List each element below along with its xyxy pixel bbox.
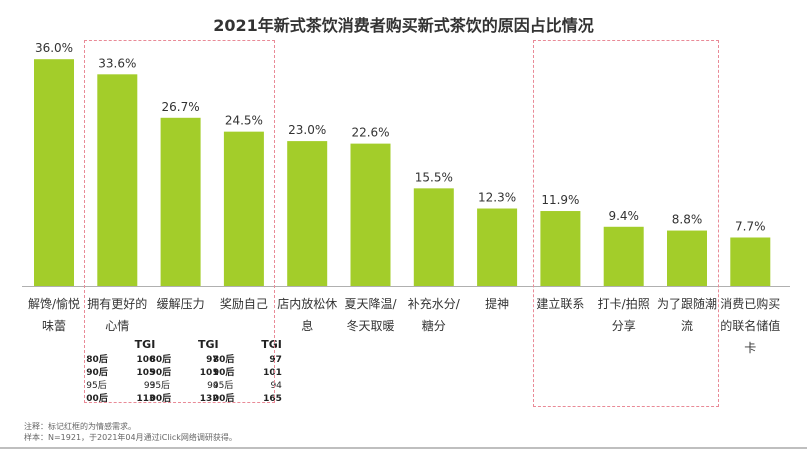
tgi-age-group: 00后 [150, 392, 172, 404]
tgi-header: TGI [261, 338, 282, 351]
tgi-value: 97 [206, 355, 219, 365]
tgi-age-group: 90后 [213, 366, 235, 378]
tgi-header: TGI [198, 338, 219, 351]
category-label: 店内放松休 [277, 296, 337, 311]
bar [730, 237, 771, 286]
bar [477, 208, 518, 286]
bar-value-label: 24.5% [225, 114, 263, 128]
tgi-value: 94 [207, 381, 219, 391]
category-label: 分享 [612, 318, 636, 333]
category-label: 为了跟随潮 [657, 296, 717, 311]
category-label: 卡 [744, 341, 756, 355]
bar [413, 188, 454, 286]
category-label: 糖分 [422, 318, 446, 333]
bar-value-label: 8.8% [672, 213, 703, 227]
tgi-age-group: 00后 [213, 392, 235, 404]
category-label: 打卡/拍照 [598, 296, 650, 311]
category-label: 息 [301, 318, 313, 333]
bar [287, 141, 328, 286]
bar-value-label: 12.3% [478, 191, 516, 205]
category-label: 提神 [485, 296, 509, 311]
tgi-age-group: 00后 [86, 392, 108, 404]
bar [350, 143, 391, 286]
emotional-needs-frame-left [84, 40, 275, 403]
bar-value-label: 9.4% [608, 209, 639, 223]
tgi-age-group: 90后 [150, 366, 172, 378]
tgi-value: 101 [263, 368, 282, 378]
tgi-value: 94 [270, 381, 282, 391]
tgi-value: 101 [200, 368, 219, 378]
bar [603, 226, 644, 286]
footnote-remark: 注释：标记红框的为情感需求。 [24, 422, 136, 431]
bar [540, 211, 581, 286]
tgi-value: 113 [137, 394, 156, 404]
category-label: 的联名储值 [720, 318, 780, 333]
bar-value-label: 7.7% [735, 219, 766, 233]
tgi-age-group: 90后 [86, 366, 108, 378]
bar-value-label: 26.7% [162, 100, 200, 114]
category-label: 补充水分/ [408, 296, 461, 311]
footnote-sample: 样本：N=1921，于2021年04月通过iClick网络调研获得。 [24, 433, 237, 442]
category-label: 解馋/愉悦 [28, 296, 80, 311]
category-label: 缓解压力 [157, 297, 205, 311]
bar-value-label: 33.6% [98, 56, 136, 70]
tgi-age-group: 80后 [213, 353, 235, 365]
category-label: 流 [681, 319, 693, 333]
tgi-age-group: 80后 [86, 353, 108, 365]
category-label: 冬天取暖 [346, 318, 394, 333]
footnote: 注释：标记红框的为情感需求。 样本：N=1921，于2021年04月通过iCli… [24, 421, 237, 443]
chart-title: 2021年新式茶饮消费者购买新式茶饮的原因占比情况 [213, 16, 594, 35]
category-label: 夏天降温/ [344, 297, 397, 311]
tgi-age-group: 95后 [213, 380, 233, 391]
bar-value-label: 36.0% [35, 41, 73, 55]
tgi-value: 97 [269, 355, 282, 365]
tgi-age-group: 80后 [150, 353, 172, 365]
tgi-age-group: 95后 [86, 380, 106, 391]
category-label: 味蕾 [42, 319, 66, 333]
bar [160, 117, 201, 286]
bar-value-label: 11.9% [541, 193, 579, 207]
bar-value-label: 22.6% [351, 126, 389, 140]
tgi-value: 93 [144, 381, 155, 391]
tgi-age-group: 95后 [150, 380, 170, 391]
bar [223, 131, 264, 286]
bar [34, 59, 74, 287]
tgi-value: 132 [200, 394, 219, 404]
bar-value-label: 15.5% [415, 170, 453, 184]
tgi-value: 165 [263, 394, 282, 404]
bar [667, 230, 707, 286]
emotional-needs-frame-right [533, 40, 719, 407]
tgi-value: 105 [137, 368, 156, 378]
tgi-header: TGI [135, 338, 156, 351]
bar-value-label: 23.0% [288, 123, 326, 137]
category-label: 拥有更好的 [87, 296, 147, 311]
bar [97, 74, 138, 286]
category-label: 消费已购买 [720, 296, 780, 311]
category-label: 心情 [105, 319, 129, 333]
bottom-divider [0, 447, 807, 449]
category-label: 奖励自己 [220, 297, 268, 311]
category-label: 建立联系 [536, 296, 584, 311]
tgi-value: 106 [137, 355, 156, 365]
